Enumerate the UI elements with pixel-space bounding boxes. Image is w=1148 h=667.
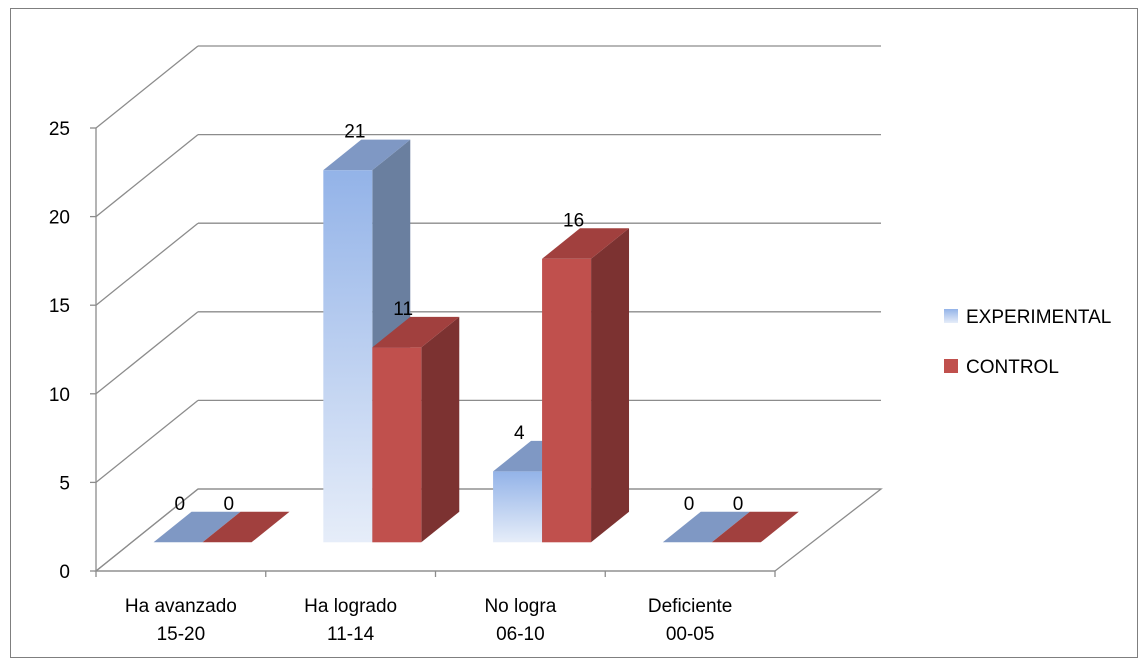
- y-tick-label: 10: [49, 385, 70, 406]
- y-tick-label: 15: [49, 296, 70, 317]
- bar-top-face: [323, 139, 411, 171]
- bar-front-face: [493, 471, 543, 543]
- legend-label-experimental: EXPERIMENTAL: [966, 307, 1111, 328]
- bar-front-face: [542, 258, 592, 543]
- gridline-side: [95, 134, 199, 218]
- gridline-side: [95, 399, 199, 483]
- bar-top-face: [202, 511, 290, 543]
- legend-swatch-control: [944, 359, 958, 373]
- bar-control-2: [542, 228, 630, 543]
- x-tick-label: Deficiente 00-05: [648, 596, 733, 645]
- bar-side-face: [591, 228, 630, 543]
- bar-front-face: [323, 170, 373, 543]
- data-label-control-2: 16: [563, 210, 584, 231]
- bar-experimental-3: [662, 511, 750, 543]
- gridline-side: [95, 45, 199, 129]
- data-label-control-1: 11: [393, 299, 413, 320]
- y-tick-label: 5: [59, 473, 70, 494]
- gridline-side: [95, 222, 199, 306]
- bar-control-3: [711, 511, 799, 543]
- x-tick-label: Ha avanzado 15-20: [125, 596, 237, 645]
- bar-top-face: [153, 511, 241, 543]
- bar-side-face: [421, 316, 460, 543]
- x-tick-label: No logra 06-10: [484, 596, 556, 645]
- data-label-control-0: 0: [224, 494, 235, 515]
- y-tick-label: 0: [59, 562, 70, 583]
- legend-swatch-experimental: [944, 309, 958, 323]
- y-tick-label: 20: [49, 208, 70, 229]
- bar-control-0: [202, 511, 290, 543]
- bar-top-face: [662, 511, 750, 543]
- bar-top-face: [711, 511, 799, 543]
- bar-experimental-0: [153, 511, 241, 543]
- legend-label-control: CONTROL: [966, 357, 1059, 378]
- bar-front-face: [372, 347, 422, 543]
- data-label-control-3: 0: [733, 494, 744, 515]
- data-label-experimental-0: 0: [175, 494, 186, 515]
- bar-top-face: [372, 316, 460, 348]
- data-label-experimental-1: 21: [344, 122, 365, 143]
- bar-top-face: [542, 228, 630, 259]
- gridline-side: [95, 311, 199, 395]
- y-tick-label: 25: [49, 119, 70, 140]
- data-label-experimental-2: 4: [514, 423, 525, 444]
- x-tick-label: Ha logrado 11-14: [304, 596, 397, 645]
- bar-control-1: [372, 316, 460, 543]
- data-label-experimental-3: 0: [684, 494, 695, 515]
